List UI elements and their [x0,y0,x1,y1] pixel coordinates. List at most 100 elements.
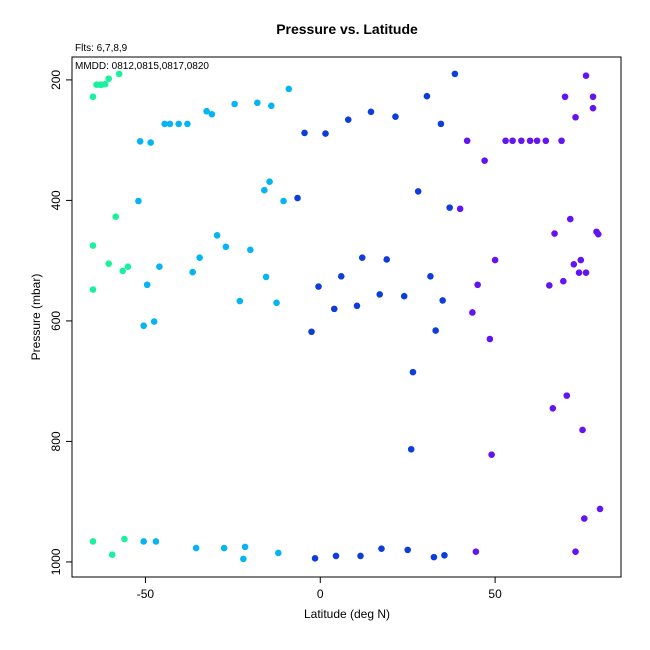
data-point [509,137,516,145]
data-point [208,110,216,118]
y-axis-label: Pressure (mbar) [29,274,43,361]
data-point [594,230,602,238]
data-point [518,137,525,145]
data-point [156,263,163,270]
y-tick-label: 1000 [49,548,63,575]
data-point [101,80,109,88]
x-tick-label: -50 [137,587,155,601]
dates-label: MMDD: 0812,0815,0817,0820 [75,61,209,72]
data-point [376,291,384,298]
data-point [301,129,308,137]
data-point [589,93,597,101]
data-point [392,113,399,120]
data-point [469,309,476,316]
data-points [89,70,604,563]
data-point [432,327,439,334]
data-point [213,232,221,239]
data-point [502,137,509,145]
data-point [546,282,553,289]
data-point [89,286,97,293]
data-point [488,451,495,458]
y-tick-label: 600 [49,311,63,331]
data-point [542,137,550,145]
data-point [404,546,411,554]
data-point [105,260,113,267]
data-point [150,318,158,325]
data-point [344,116,352,123]
data-point [332,552,340,560]
data-point [472,548,480,555]
data-point [570,260,578,268]
plot-frame [71,56,622,578]
data-point [175,120,182,128]
data-point [322,130,329,137]
data-point [582,269,590,277]
data-point [446,204,453,211]
data-point [423,92,431,100]
data-point [184,120,191,128]
data-point [437,120,445,128]
data-point [491,256,499,264]
data-point [89,242,97,249]
data-point [486,335,494,343]
data-point [456,205,464,213]
y-axis: 200 400 600 800 1000 [49,70,72,575]
data-point [140,538,147,545]
flights-label: Flts: 6,7,8,9 [75,43,128,54]
data-point [463,137,471,145]
x-axis: -50 0 50 [137,577,502,601]
data-point [254,99,261,107]
x-tick-label: 0 [317,587,324,601]
x-tick-label: 50 [488,587,502,601]
data-point [247,246,254,254]
data-point [566,215,574,223]
data-point [285,85,293,93]
data-point [189,268,196,276]
data-point [551,230,558,237]
y-tick-label: 400 [49,190,63,210]
data-point [266,178,273,186]
data-point [136,138,144,145]
data-point [231,100,238,108]
data-point [262,273,270,281]
data-point [161,120,168,128]
data-point [367,108,375,116]
data-point [112,213,120,220]
data-point [105,75,113,82]
data-point [353,302,361,310]
data-point [430,553,438,561]
data-point [337,273,345,280]
data-point [572,113,579,121]
data-point [119,267,127,275]
data-point [407,445,415,453]
data-point [203,107,210,115]
data-point [579,426,586,434]
y-tick-label: 200 [49,70,63,90]
data-point [311,555,319,562]
data-point [220,544,228,552]
data-point [315,283,322,290]
data-point [572,548,579,555]
data-point [481,157,488,164]
data-point [561,93,569,101]
data-point [451,70,459,78]
data-point [526,137,534,145]
data-point [143,281,151,289]
data-point [357,552,364,560]
data-point [358,254,366,261]
data-point [89,538,97,545]
data-point [533,137,541,145]
data-point [427,273,434,280]
data-point [549,404,557,412]
data-point [589,104,597,112]
data-point [560,277,567,285]
data-point [236,297,244,305]
data-point [596,505,604,513]
data-point [89,93,97,101]
data-point [222,243,230,251]
data-point [152,538,160,545]
data-point [196,254,203,261]
y-tick-label: 800 [49,431,63,451]
data-point [240,555,247,563]
chart-title: Pressure vs. Latitude [276,21,418,37]
